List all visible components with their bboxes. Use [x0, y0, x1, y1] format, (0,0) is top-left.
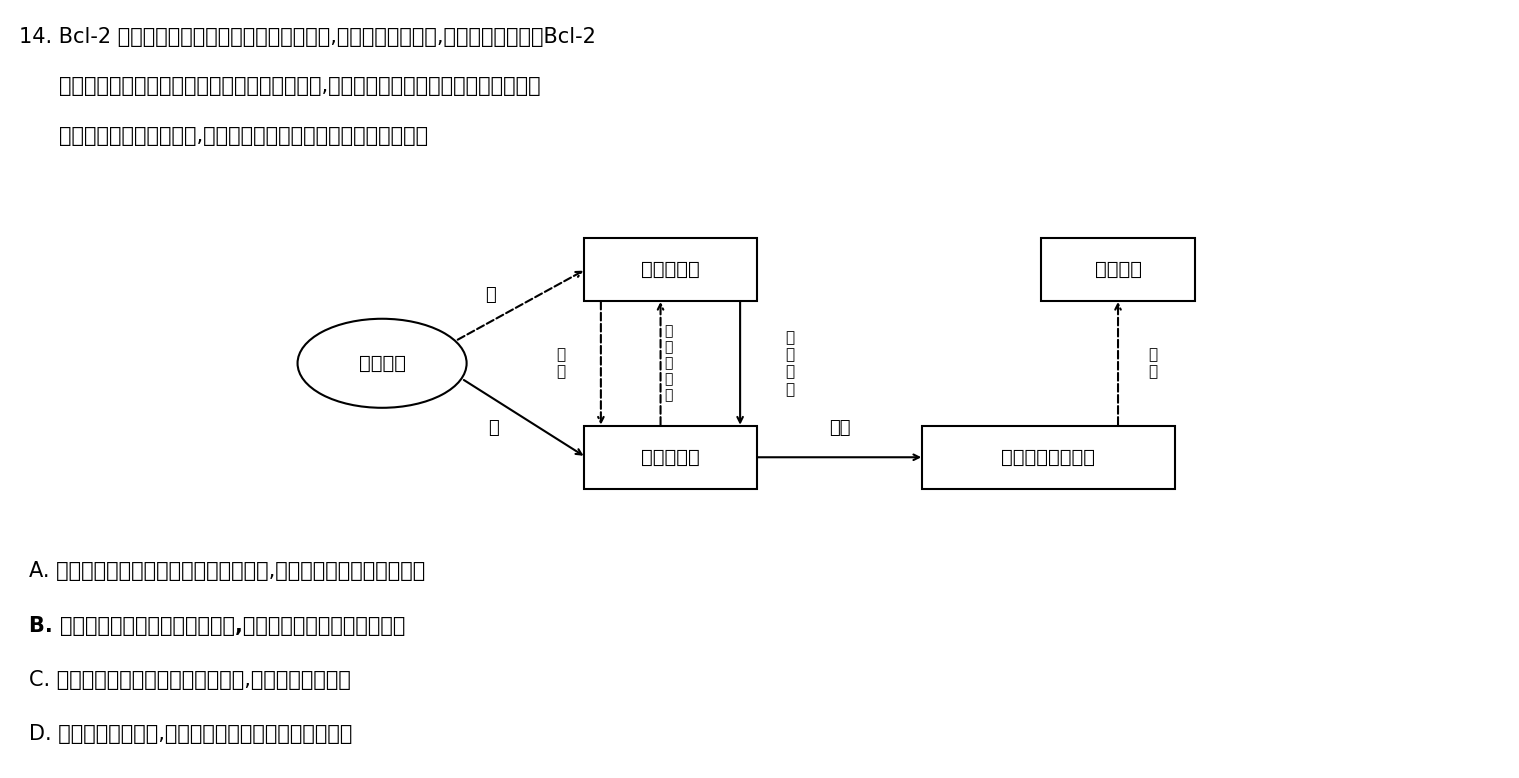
Text: 抑
制: 抑 制 [556, 347, 565, 380]
Text: 解
除
抑
制: 解 除 抑 制 [785, 330, 794, 397]
Ellipse shape [298, 319, 466, 408]
Text: 凋亡信号: 凋亡信号 [358, 354, 406, 373]
FancyBboxPatch shape [583, 237, 756, 301]
Text: 14. Bcl-2 家族是调节细胞凋亡的重要蛋白质家族,其既有促凋亡蛋白,也有抗凋亡蛋白。Bcl-2: 14. Bcl-2 家族是调节细胞凋亡的重要蛋白质家族,其既有促凋亡蛋白,也有抗… [20, 27, 595, 47]
Text: 家族的这两类蛋白质在细胞凋亡过程中相互协调,通过介导线粒体途径的信号通路共同决: 家族的这两类蛋白质在细胞凋亡过程中相互协调,通过介导线粒体途径的信号通路共同决 [59, 76, 541, 96]
Text: 结
合
并
抑
制: 结 合 并 抑 制 [664, 324, 673, 403]
FancyBboxPatch shape [583, 426, 756, 489]
Text: 细胞凋亡: 细胞凋亡 [1095, 260, 1141, 279]
Text: B. 凋亡信号改变线粒体膜的通透性,对生物体的正常发育是不利的: B. 凋亡信号改变线粒体膜的通透性,对生物体的正常发育是不利的 [29, 615, 406, 636]
Text: D. 被病毒感染的细胞,细胞内的促凋亡蛋白活性可能增强: D. 被病毒感染的细胞,细胞内的促凋亡蛋白活性可能增强 [29, 724, 352, 745]
Text: 促凋亡蛋白: 促凋亡蛋白 [641, 448, 700, 467]
Text: C. 凋亡信号会促进促凋亡蛋白的合成,进而促进细胞凋亡: C. 凋亡信号会促进促凋亡蛋白的合成,进而促进细胞凋亡 [29, 670, 351, 690]
Text: 有: 有 [489, 419, 500, 436]
FancyBboxPatch shape [1042, 237, 1194, 301]
Text: 无: 无 [486, 286, 497, 304]
Text: 定细胞是否进人凋亡程序,其调节机制如图所示。下列叙述正确的是: 定细胞是否进人凋亡程序,其调节机制如图所示。下列叙述正确的是 [59, 126, 428, 145]
Text: A. 哺乳动物成熟红细胞接收到凋亡信号时,其促凋亡蛋白基因开始表达: A. 哺乳动物成熟红细胞接收到凋亡信号时,其促凋亡蛋白基因开始表达 [29, 561, 425, 581]
Text: 促
进: 促 进 [1148, 347, 1157, 380]
Text: 抗凋亡蛋白: 抗凋亡蛋白 [641, 260, 700, 279]
Text: 增强: 增强 [829, 419, 851, 436]
Text: 线粒体膜的通透性: 线粒体膜的通透性 [1001, 448, 1095, 467]
FancyBboxPatch shape [922, 426, 1174, 489]
